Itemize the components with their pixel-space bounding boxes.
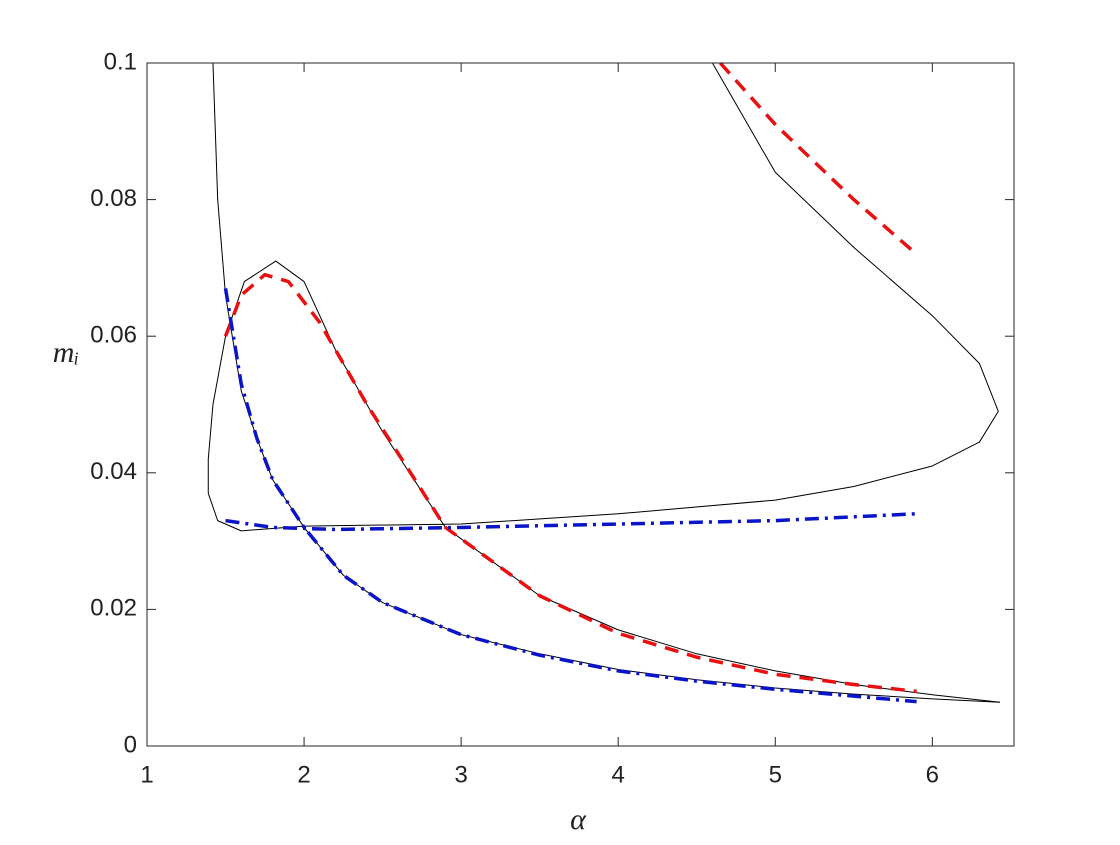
y-tick-label: 0.06	[90, 322, 137, 349]
line	[207, 63, 1000, 703]
line	[225, 512, 917, 532]
plot-frame	[146, 62, 1015, 747]
x-axis-label: α	[570, 803, 587, 836]
y-axis-label: mᵢ	[53, 336, 79, 369]
y-tick-label: 0.04	[90, 458, 137, 485]
x-tick-label: 3	[454, 761, 467, 788]
x-tick-label: 2	[297, 761, 310, 788]
x-tick-label: 1	[140, 761, 153, 788]
y-tick-label: 0	[124, 731, 137, 758]
x-tick-label: 5	[769, 761, 782, 788]
x-tick-label: 4	[612, 761, 625, 788]
line	[718, 63, 918, 256]
y-tick-label: 0.1	[104, 48, 137, 75]
x-tick-label: 6	[926, 761, 939, 788]
line	[223, 272, 917, 694]
y-tick-label: 0.08	[90, 185, 137, 212]
y-tick-label: 0.02	[90, 595, 137, 622]
